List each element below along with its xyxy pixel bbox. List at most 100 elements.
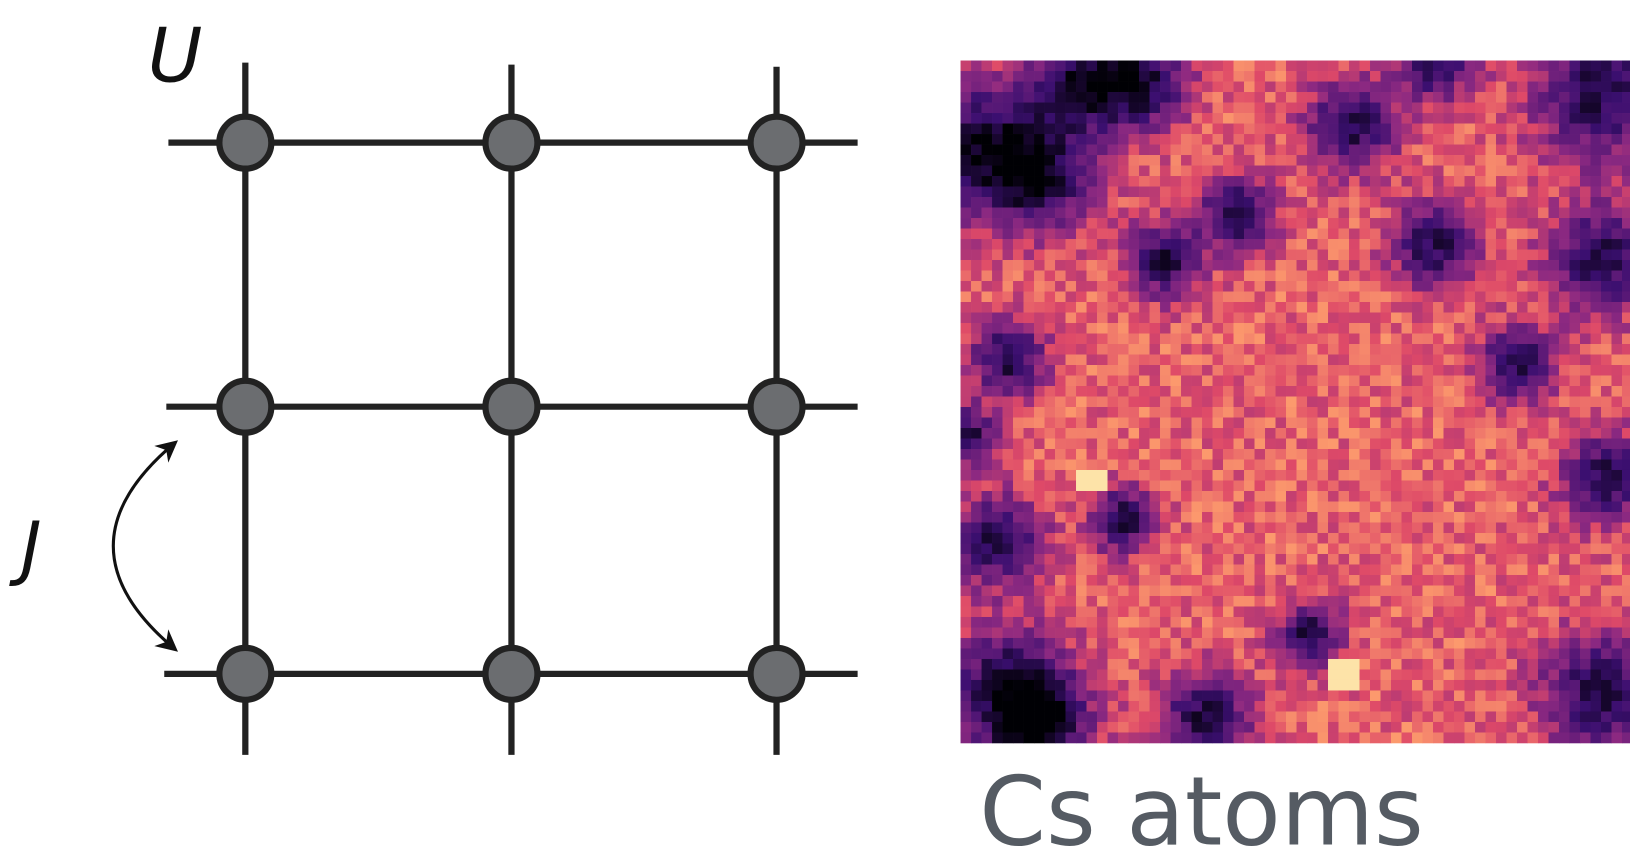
image-pixel: [1192, 470, 1203, 481]
image-pixel: [1181, 92, 1192, 103]
image-pixel: [1286, 292, 1297, 303]
image-pixel: [982, 512, 993, 523]
image-pixel: [1391, 239, 1402, 250]
image-pixel: [1381, 166, 1392, 177]
image-pixel: [1297, 281, 1308, 292]
image-pixel: [1528, 680, 1539, 691]
image-pixel: [1528, 155, 1539, 166]
image-pixel: [1611, 271, 1622, 282]
image-pixel: [1297, 418, 1308, 429]
image-pixel: [1549, 323, 1560, 334]
image-pixel: [1465, 197, 1476, 208]
image-pixel: [1412, 606, 1423, 617]
image-pixel: [982, 690, 993, 701]
image-pixel: [1360, 470, 1371, 481]
image-pixel: [1538, 407, 1549, 418]
image-pixel: [1475, 449, 1486, 460]
image-pixel: [1097, 271, 1108, 282]
image-pixel: [1339, 229, 1350, 240]
image-pixel: [1590, 732, 1601, 743]
image-pixel: [992, 627, 1003, 638]
image-pixel: [1192, 575, 1203, 586]
image-pixel: [1034, 659, 1045, 670]
image-pixel: [1475, 71, 1486, 82]
image-pixel: [1349, 197, 1360, 208]
image-pixel: [1076, 124, 1087, 135]
image-pixel: [1454, 197, 1465, 208]
image-pixel: [1528, 575, 1539, 586]
image-pixel: [1370, 606, 1381, 617]
image-pixel: [1160, 134, 1171, 145]
image-pixel: [1297, 438, 1308, 449]
image-pixel: [1486, 732, 1497, 743]
image-pixel: [1549, 512, 1560, 523]
image-pixel: [1590, 176, 1601, 187]
image-pixel: [1244, 596, 1255, 607]
image-pixel: [1444, 124, 1455, 135]
image-pixel: [1444, 176, 1455, 187]
image-pixel: [1622, 617, 1630, 628]
image-pixel: [1213, 470, 1224, 481]
image-pixel: [1045, 659, 1056, 670]
image-pixel: [1286, 449, 1297, 460]
image-pixel: [1286, 239, 1297, 250]
image-pixel: [1024, 197, 1035, 208]
image-pixel: [1160, 355, 1171, 366]
image-pixel: [1307, 365, 1318, 376]
image-pixel: [1360, 92, 1371, 103]
image-pixel: [1328, 82, 1339, 93]
image-pixel: [992, 239, 1003, 250]
image-pixel: [1391, 365, 1402, 376]
image-pixel: [1580, 428, 1591, 439]
image-pixel: [1108, 585, 1119, 596]
image-pixel: [1328, 659, 1339, 670]
image-pixel: [1150, 711, 1161, 722]
image-pixel: [1129, 386, 1140, 397]
image-pixel: [1108, 82, 1119, 93]
image-pixel: [1255, 260, 1266, 271]
image-pixel: [1213, 669, 1224, 680]
image-pixel: [1307, 355, 1318, 366]
image-pixel: [1590, 680, 1601, 691]
image-pixel: [1139, 638, 1150, 649]
image-pixel: [1465, 292, 1476, 303]
image-pixel: [1444, 606, 1455, 617]
image-pixel: [1559, 197, 1570, 208]
image-pixel: [1423, 627, 1434, 638]
image-pixel: [1391, 355, 1402, 366]
image-pixel: [1549, 522, 1560, 533]
image-pixel: [1171, 680, 1182, 691]
image-pixel: [1569, 155, 1580, 166]
image-pixel: [1234, 480, 1245, 491]
image-pixel: [1213, 82, 1224, 93]
image-pixel: [1328, 627, 1339, 638]
image-pixel: [1118, 187, 1129, 198]
image-pixel: [1003, 250, 1014, 261]
image-pixel: [1171, 711, 1182, 722]
image-pixel: [1360, 281, 1371, 292]
image-pixel: [1139, 627, 1150, 638]
image-pixel: [1318, 418, 1329, 429]
image-pixel: [1538, 250, 1549, 261]
image-pixel: [1171, 82, 1182, 93]
image-pixel: [971, 313, 982, 324]
image-pixel: [1192, 627, 1203, 638]
image-pixel: [1076, 239, 1087, 250]
image-pixel: [1370, 187, 1381, 198]
image-pixel: [1454, 722, 1465, 733]
image-pixel: [1171, 428, 1182, 439]
image-pixel: [1150, 323, 1161, 334]
image-pixel: [1108, 386, 1119, 397]
image-pixel: [1328, 606, 1339, 617]
image-pixel: [1601, 627, 1612, 638]
image-pixel: [1202, 92, 1213, 103]
image-pixel: [1171, 134, 1182, 145]
image-pixel: [1381, 239, 1392, 250]
image-pixel: [1559, 575, 1570, 586]
image-pixel: [1276, 690, 1287, 701]
image-pixel: [1003, 113, 1014, 124]
image-pixel: [982, 732, 993, 743]
image-pixel: [1496, 470, 1507, 481]
image-pixel: [982, 155, 993, 166]
image-pixel: [1423, 669, 1434, 680]
